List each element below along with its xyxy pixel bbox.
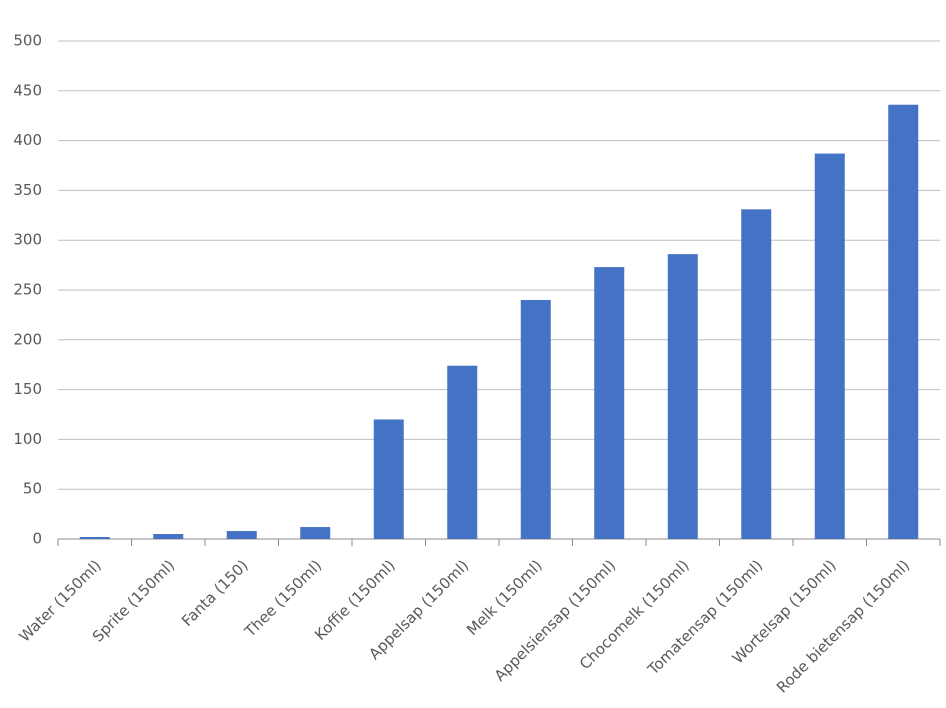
bar [79, 537, 110, 539]
bar [520, 299, 551, 539]
bar [667, 254, 698, 540]
x-tick-label: Fanta (150) [178, 556, 252, 630]
bar [226, 531, 257, 539]
y-tick-label: 0 [32, 530, 42, 548]
x-tick-label: Appelsiensap (150ml) [491, 556, 620, 685]
bar [300, 527, 331, 539]
y-tick-label: 450 [13, 81, 42, 99]
bar [153, 534, 184, 539]
bar [594, 267, 625, 539]
y-tick-label: 500 [13, 32, 42, 50]
bar [888, 104, 919, 539]
bar [814, 153, 845, 539]
y-tick-label: 150 [13, 380, 42, 398]
y-tick-label: 200 [13, 330, 42, 348]
bar [741, 209, 772, 539]
y-tick-label: 50 [23, 480, 42, 498]
y-tick-label: 250 [13, 281, 42, 299]
y-tick-label: 100 [13, 430, 42, 448]
bar [373, 419, 404, 539]
x-tick-label: Melk (150ml) [463, 556, 546, 639]
y-tick-label: 300 [13, 231, 42, 249]
y-tick-label: 350 [13, 181, 42, 199]
bar [447, 365, 478, 539]
y-tick-label: 400 [13, 131, 42, 149]
x-tick-label: Rode bietensap (150ml) [773, 556, 913, 696]
